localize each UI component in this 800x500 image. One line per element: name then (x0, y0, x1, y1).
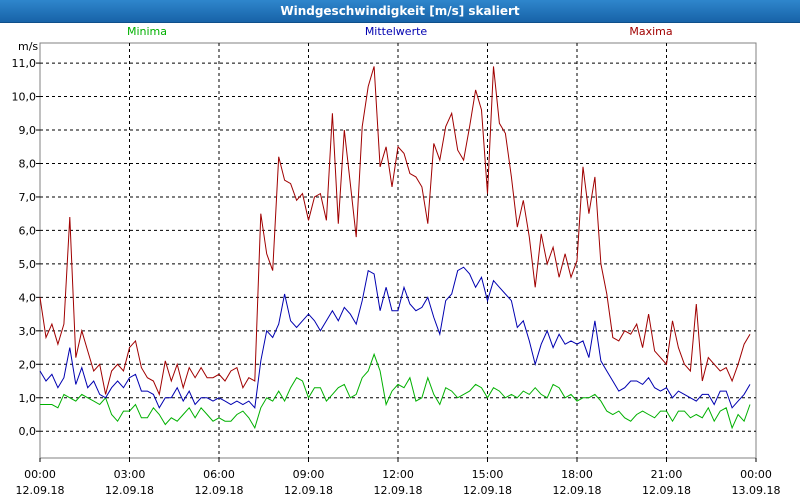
y-tick-label: 3,0 (19, 325, 37, 338)
grid-lines (40, 43, 756, 458)
series-line-minima (40, 352, 751, 430)
x-tick-date-label: 13.09.18 (732, 484, 781, 497)
window-title-bar: Windgeschwindigkeit [m/s] skaliert (0, 0, 800, 23)
x-tick-date-label: 12.09.18 (105, 484, 154, 497)
legend: Minima Mittelwerte Maxima (127, 25, 673, 38)
y-tick-label: 6,0 (19, 224, 37, 237)
y-tick-label: 4,0 (19, 291, 37, 304)
y-tick-label: 8,0 (19, 157, 37, 170)
series-lines (39, 66, 751, 430)
series-line-mittelwerte (39, 266, 751, 409)
x-tick-date-label: 12.09.18 (463, 484, 512, 497)
x-tick-time-label: 06:00 (203, 468, 235, 481)
y-tick-label: 5,0 (19, 258, 37, 271)
x-tick-date-label: 12.09.18 (374, 484, 423, 497)
x-tick-time-label: 21:00 (651, 468, 683, 481)
y-tick-label: 2,0 (19, 358, 37, 371)
x-tick-time-label: 12:00 (382, 468, 414, 481)
x-tick-date-label: 12.09.18 (553, 484, 602, 497)
y-tick-label: 9,0 (19, 124, 37, 137)
y-tick-label: 11,0 (12, 57, 37, 70)
x-axis-ticks: 00:00 12.09.18 03:00 12.09.18 06:00 12.09.18 0… (16, 458, 781, 497)
x-tick-time-label: 03:00 (114, 468, 146, 481)
x-tick-date-label: 12.09.18 (284, 484, 333, 497)
y-tick-label: 10,0 (12, 91, 37, 104)
y-axis-ticks: 0,0 1,0 2,0 3,0 4,0 5,0 6,0 7,0 8,0 9,0 10,0 11,0 (12, 57, 40, 438)
x-tick-time-label: 15:00 (472, 468, 504, 481)
y-tick-label: 7,0 (19, 191, 37, 204)
y-tick-label: 1,0 (19, 392, 37, 405)
x-tick-time-label: 00:00 (740, 468, 772, 481)
series-line-maxima (39, 66, 751, 397)
y-tick-label: 0,0 (19, 425, 37, 438)
window-title: Windgeschwindigkeit [m/s] skaliert (280, 4, 520, 18)
x-tick-time-label: 09:00 (293, 468, 325, 481)
x-tick-date-label: 12.09.18 (642, 484, 691, 497)
y-axis-unit-label: m/s (18, 40, 38, 53)
x-tick-time-label: 18:00 (561, 468, 593, 481)
wind-speed-chart: 0,0 1,0 2,0 3,0 4,0 5,0 6,0 7,0 8,0 9,0 10,0 11,0 0… (12, 25, 781, 497)
x-tick-time-label: 00:00 (24, 468, 56, 481)
x-tick-date-label: 12.09.18 (195, 484, 244, 497)
x-tick-date-label: 12.09.18 (16, 484, 65, 497)
legend-label-mittelwerte: Mittelwerte (365, 25, 428, 38)
legend-label-maxima: Maxima (629, 25, 672, 38)
legend-label-minima: Minima (127, 25, 167, 38)
